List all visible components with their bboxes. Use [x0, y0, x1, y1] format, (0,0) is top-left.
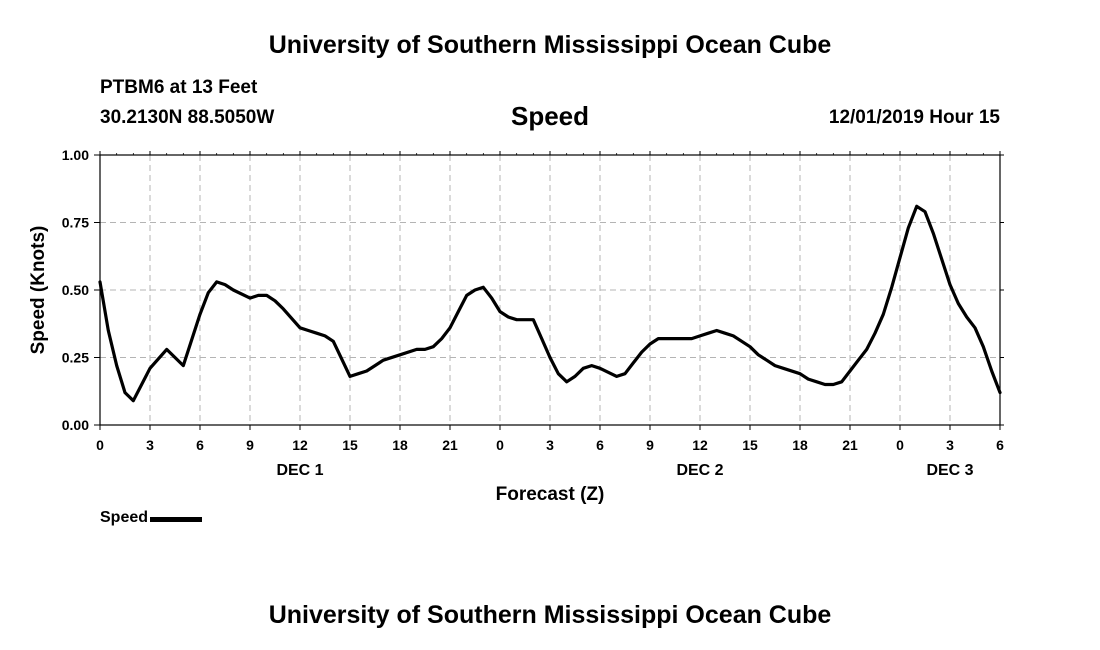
x-tick-label: 15 — [742, 437, 758, 453]
series-layer — [98, 204, 1002, 403]
day-label: DEC 3 — [926, 462, 973, 479]
day-label: DEC 2 — [676, 462, 723, 479]
x-tick-label: 0 — [496, 437, 504, 453]
day-label: DEC 1 — [276, 462, 323, 479]
x-tick-label: 9 — [646, 437, 654, 453]
footer-title: University of Southern Mississippi Ocean… — [268, 601, 832, 629]
station-label: PTBM6 at 13 Feet — [100, 77, 258, 98]
x-tick-label: 6 — [996, 437, 1004, 453]
x-tick-label: 9 — [246, 437, 254, 453]
x-axis-label: Forecast (Z) — [496, 484, 605, 505]
x-tick-label: 3 — [546, 437, 554, 453]
x-tick-label: 12 — [692, 437, 708, 453]
legend-swatch-speed — [150, 517, 203, 522]
y-tick-label: 0.25 — [62, 350, 89, 366]
y-tick-label: 0.75 — [62, 215, 89, 231]
coordinates-label: 30.2130N 88.5050W — [100, 107, 275, 128]
x-tick-label: 3 — [946, 437, 954, 453]
y-axis-label: Speed (Knots) — [28, 226, 49, 355]
x-tick-label: 15 — [342, 437, 358, 453]
x-tick-label: 12 — [292, 437, 308, 453]
forecast-timestamp: 12/01/2019 Hour 15 — [828, 107, 1000, 128]
x-tick-label: 6 — [196, 437, 204, 453]
series-line-speed — [98, 204, 1002, 403]
y-tick-label: 1.00 — [62, 147, 89, 163]
grid-lines — [100, 155, 1000, 425]
legend-label-speed: Speed — [100, 509, 149, 526]
y-tick-label: 0.00 — [62, 417, 89, 433]
chart-legend: Speed — [100, 509, 203, 527]
x-tick-label: 0 — [896, 437, 904, 453]
x-tick-label: 18 — [792, 437, 808, 453]
y-tick-label: 0.50 — [62, 282, 89, 298]
x-tick-label: 18 — [392, 437, 408, 453]
chart-title: Speed — [510, 101, 590, 131]
x-tick-label: 21 — [842, 437, 858, 453]
x-tick-label: 21 — [442, 437, 458, 453]
x-tick-label: 0 — [96, 437, 104, 453]
page-title: University of Southern Mississippi Ocean… — [268, 31, 832, 59]
x-tick-label: 6 — [596, 437, 604, 453]
x-tick-label: 3 — [146, 437, 154, 453]
axis-ticks: 0 3 6 9 12 15 18 21 0 3 6 9 12 15 18 21 0 3 6 DEC 1 DEC 2 DEC… — [62, 147, 1004, 479]
